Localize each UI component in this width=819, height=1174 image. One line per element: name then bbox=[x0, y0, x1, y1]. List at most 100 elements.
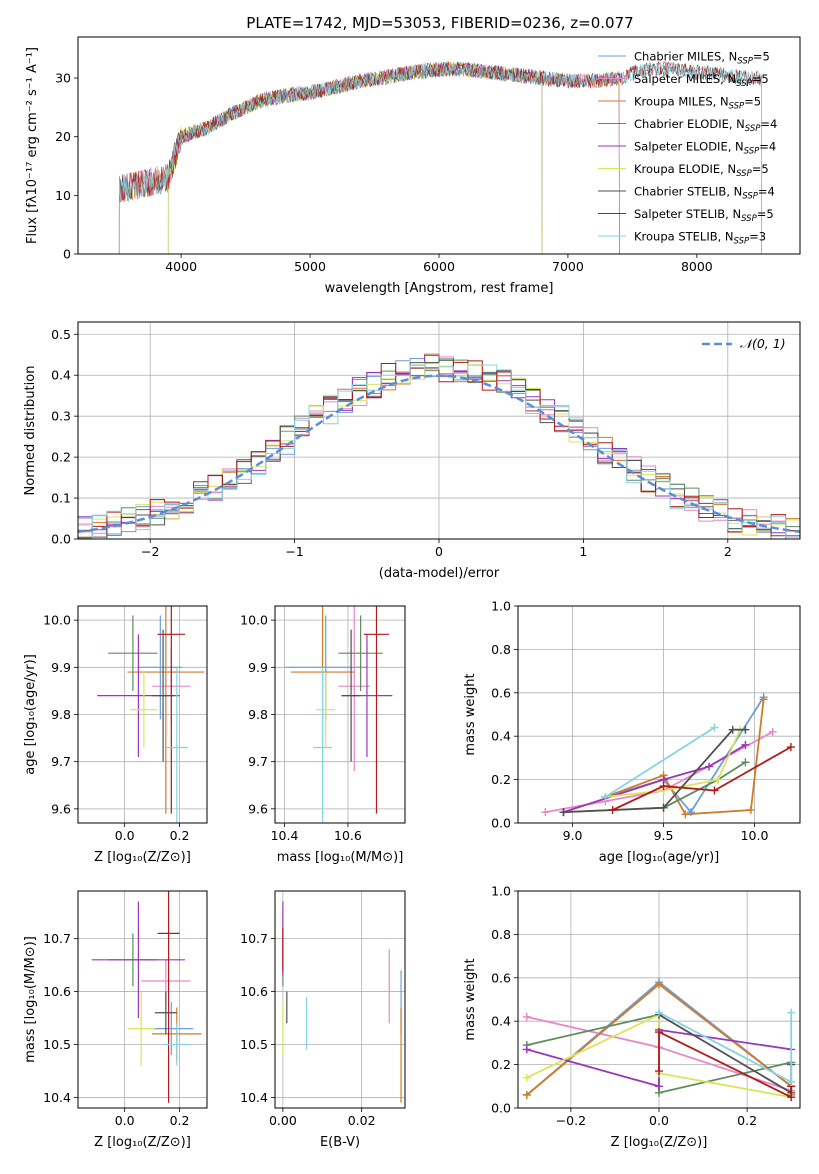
axes-frame bbox=[77, 890, 208, 1109]
series-marker bbox=[655, 1067, 663, 1076]
errorbar-point bbox=[157, 891, 180, 1103]
legend-label: Kroupa MILES, NSSP=5 bbox=[634, 95, 761, 112]
series-marker bbox=[522, 1045, 531, 1054]
y-tick-label: 10.5 bbox=[43, 1037, 71, 1052]
legend-label: Chabrier MILES, NSSP=5 bbox=[634, 50, 770, 67]
errorbar-point bbox=[91, 901, 186, 1019]
plot-area bbox=[522, 978, 796, 1102]
y-tick-label: 0.0 bbox=[51, 532, 71, 547]
series-chabrier-stelib bbox=[655, 1010, 796, 1097]
y-tick-label: 9.7 bbox=[51, 754, 71, 769]
x-tick-label: 0.0 bbox=[115, 828, 135, 843]
x-tick-label: 0.02 bbox=[348, 1113, 376, 1128]
series-marker bbox=[741, 725, 750, 734]
y-tick-label: 1.0 bbox=[491, 599, 511, 614]
x-tick-label: 0 bbox=[435, 544, 443, 559]
series-line bbox=[545, 731, 774, 813]
series-marker bbox=[522, 1073, 531, 1082]
axes-frame bbox=[77, 321, 801, 540]
x-tick-label: −1 bbox=[285, 544, 303, 559]
plot-area bbox=[91, 891, 202, 1103]
series-marker bbox=[728, 725, 737, 734]
y-tick-label: 10.7 bbox=[43, 931, 71, 946]
series-kroupa-stelib bbox=[601, 723, 719, 801]
series-marker bbox=[655, 980, 663, 989]
legend: Chabrier MILES, NSSP=5 Salpeter MILES, NS… bbox=[598, 50, 777, 247]
y-tick-label: 1.0 bbox=[491, 884, 511, 899]
panel-age-vs-mass: 10.4 10.6 9.6 9.7 9.8 9.9 10.0 mass [log₁₀(M/M⊙… bbox=[240, 605, 406, 865]
y-tick-label: 0.2 bbox=[51, 450, 71, 465]
legend-label: Kroupa STELIB, NSSP=3 bbox=[634, 230, 766, 247]
y-tick-label: 0 bbox=[63, 247, 71, 262]
x-tick-label: 0.2 bbox=[737, 1113, 757, 1128]
panel-spectrum: 4000 5000 6000 7000 8000 0 10 20 30 wavelength [A… bbox=[25, 36, 801, 296]
errorbar-point bbox=[363, 606, 390, 814]
axes-frame bbox=[517, 890, 801, 1109]
x-tick-label: 6000 bbox=[423, 259, 455, 274]
series-marker bbox=[787, 1093, 796, 1102]
x-tick-label: 5000 bbox=[294, 259, 326, 274]
axes-frame bbox=[517, 605, 801, 824]
chart-title: PLATE=1742, MJD=53053, FIBERID=0236, z=0… bbox=[246, 14, 633, 32]
spectrum-line-salpeter-stelib bbox=[118, 60, 762, 254]
series-line bbox=[604, 726, 715, 798]
y-axis-label: mass weight bbox=[463, 673, 478, 755]
x-tick-label: 7000 bbox=[552, 259, 584, 274]
series-marker bbox=[559, 808, 568, 817]
series-marker bbox=[705, 762, 714, 771]
y-tick-label: 10.0 bbox=[43, 613, 71, 628]
y-tick-label: 30 bbox=[55, 71, 71, 86]
x-axis-label: age [log₁₀(age/yr)] bbox=[599, 850, 720, 865]
y-tick-label: 10.0 bbox=[240, 613, 268, 628]
series-salpeter-miles bbox=[541, 727, 777, 817]
legend-label: Chabrier ELODIE, NSSP=4 bbox=[634, 117, 777, 134]
y-tick-label: 10.6 bbox=[43, 984, 71, 999]
y-axis-label: age [log₁₀(age/yr)] bbox=[23, 654, 38, 775]
errorbar-point bbox=[130, 672, 158, 748]
x-axis-label: wavelength [Angstrom, rest frame] bbox=[325, 281, 554, 296]
y-axis-label: Flux [fλ10⁻¹⁷ erg cm⁻² s⁻¹ A⁻¹] bbox=[25, 47, 40, 244]
y-tick-label: 20 bbox=[55, 129, 71, 144]
legend-label: Salpeter MILES, NSSP=5 bbox=[634, 72, 769, 89]
series-marker bbox=[746, 805, 755, 814]
errorbar-point bbox=[165, 667, 188, 823]
x-tick-label: 9.5 bbox=[654, 828, 674, 843]
y-tick-label: 0.4 bbox=[51, 368, 71, 383]
y-tick-label: 0.6 bbox=[491, 685, 511, 700]
x-tick-label: 0.0 bbox=[649, 1113, 669, 1128]
y-tick-label: 0.2 bbox=[491, 1057, 511, 1072]
gaussian-reference-curve bbox=[78, 374, 800, 534]
series-marker bbox=[786, 743, 795, 752]
x-tick-label: 8000 bbox=[681, 259, 713, 274]
series-marker bbox=[659, 782, 668, 791]
x-tick-label: 10.6 bbox=[334, 828, 362, 843]
legend-label: Kroupa ELODIE, NSSP=5 bbox=[634, 162, 769, 179]
legend-label: Salpeter ELODIE, NSSP=4 bbox=[634, 140, 776, 157]
axes-frame bbox=[77, 36, 801, 255]
y-tick-label: 0.8 bbox=[491, 642, 511, 657]
x-tick-label: 0.2 bbox=[170, 828, 190, 843]
series-marker bbox=[741, 740, 750, 749]
panel-massweight-vs-age: 9.0 9.5 10.0 0.0 0.2 0.4 0.6 0.8 1.0 age [log₁₀(a… bbox=[463, 599, 801, 865]
errorbar-point bbox=[152, 629, 175, 762]
x-tick-label: 0.2 bbox=[170, 1113, 190, 1128]
y-tick-label: 9.9 bbox=[51, 660, 71, 675]
y-tick-label: 9.8 bbox=[51, 707, 71, 722]
y-tick-label: 0.2 bbox=[491, 772, 511, 787]
x-tick-label: 9.0 bbox=[563, 828, 583, 843]
errorbar-point bbox=[341, 629, 361, 762]
panel-mass-vs-EBV: 0.00 0.02 10.4 10.5 10.6 10.7 E(B-V) bbox=[240, 890, 406, 1150]
x-tick-label: 0.0 bbox=[115, 1113, 135, 1128]
series-marker bbox=[741, 758, 750, 767]
y-tick-label: 10.6 bbox=[240, 984, 268, 999]
spectrum-line-salpeter-elodie bbox=[167, 61, 543, 254]
series-marker bbox=[608, 805, 617, 814]
x-tick-label: −2 bbox=[141, 544, 159, 559]
y-tick-label: 9.8 bbox=[248, 707, 268, 722]
spectrum-line-chabrier-miles bbox=[118, 61, 620, 254]
x-axis-label: Z [log₁₀(Z/Z⊙)] bbox=[94, 850, 191, 865]
errorbar-point bbox=[316, 672, 336, 748]
series-line bbox=[605, 729, 741, 798]
series-kroupa-stelib bbox=[655, 1008, 796, 1086]
